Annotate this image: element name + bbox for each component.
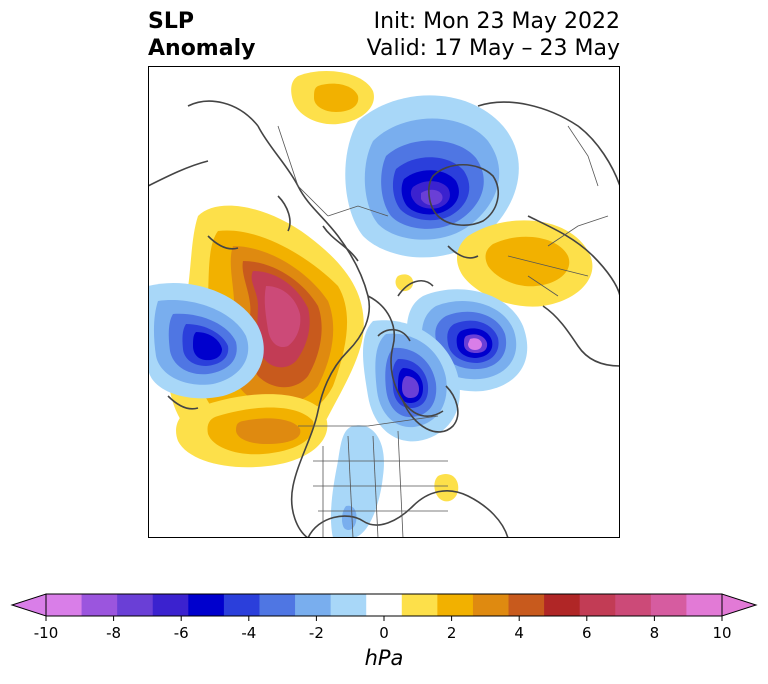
colorbar-swatch (223, 594, 260, 616)
colorbar-tick-label: 6 (582, 624, 592, 642)
colorbar-swatch (117, 594, 154, 616)
small-positive-blob-east (434, 473, 459, 502)
colorbar-tick-label: -6 (173, 624, 189, 642)
title-init-date: Init: Mon 23 May 2022 (373, 9, 620, 34)
colorbar-tick-label: 4 (514, 624, 524, 642)
colorbar-tick-label: -8 (106, 624, 122, 642)
colorbar-tick-label: 8 (649, 624, 660, 642)
colorbar-tick-label: 2 (446, 624, 457, 642)
coastlines (148, 100, 620, 538)
colorbar-swatch (472, 594, 510, 616)
map-frame-border (148, 66, 620, 538)
colorbar-swatch (615, 594, 652, 616)
colorbar-swatch (330, 594, 367, 616)
colorbar-tick-label: 10 (712, 624, 732, 642)
colorbar-swatch (437, 594, 474, 616)
map-title-right: Init: Mon 23 May 2022 Valid: 17 May – 23… (367, 8, 620, 62)
title-variable-line2: Anomaly (148, 36, 256, 61)
colorbar-swatch (81, 594, 118, 616)
colorbar-swatch (508, 594, 545, 616)
title-valid-range: Valid: 17 May – 23 May (366, 36, 620, 61)
map-title-left: SLP Anomaly (148, 8, 255, 62)
colorbar-tick-label: -2 (308, 624, 324, 642)
colorbar-swatch (650, 594, 687, 616)
colorbar-swatch (579, 594, 616, 616)
colorbar-swatch (259, 594, 296, 616)
colorbar-tick-label: -10 (33, 624, 59, 642)
colorbar-tick-label: 0 (379, 624, 389, 642)
colorbar-swatch (686, 594, 723, 616)
colorbar-swatch (46, 594, 83, 616)
colorbar-swatch (295, 594, 332, 616)
political-boundaries (277, 125, 609, 538)
anomaly-map (148, 66, 620, 538)
colorbar (10, 593, 758, 621)
colorbar-swatch (544, 594, 581, 616)
small-positive-blob-central (395, 274, 414, 292)
anomaly-field (148, 71, 620, 538)
title-variable-line1: SLP (148, 9, 194, 34)
colorbar-extend-max (721, 593, 758, 617)
colorbar-units-label: hPa (364, 646, 404, 670)
colorbar-swatch (401, 594, 438, 616)
colorbar-swatch (152, 594, 189, 616)
colorbar-extend-min (10, 593, 47, 617)
colorbar-tick-label: -4 (241, 624, 257, 642)
colorbar-swatch (366, 594, 403, 616)
colorbar-swatch (188, 594, 225, 616)
